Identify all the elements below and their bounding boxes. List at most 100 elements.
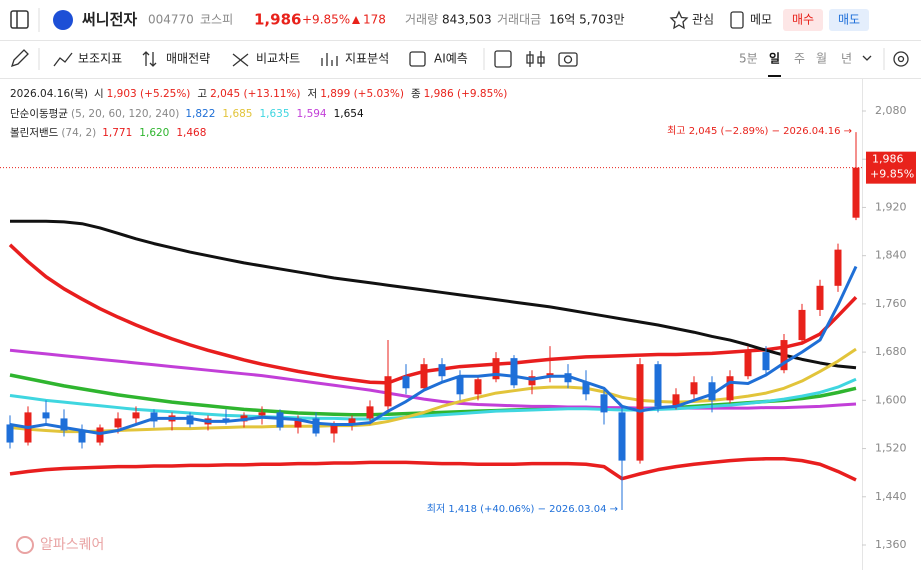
volume: 843,503: [442, 13, 492, 27]
y-tick-label: 1,920: [875, 200, 907, 213]
period-tab[interactable]: 월: [816, 52, 827, 66]
indicator-line: [9, 457, 857, 482]
toolbar-item[interactable]: AI예측: [434, 52, 468, 66]
legend-text: 1,903 (+5.25%): [107, 88, 191, 100]
price-tag: [866, 151, 916, 184]
candle-body: [510, 358, 518, 386]
candle-body: [762, 352, 770, 371]
period-tab[interactable]: 일: [769, 52, 780, 66]
memo-icon[interactable]: [730, 11, 744, 29]
candle-body: [726, 376, 734, 401]
legend-text: 2026.04.16(목): [10, 88, 88, 100]
buy-button-bg[interactable]: [783, 9, 823, 31]
market: 코스피: [200, 13, 233, 27]
amount: 16억 5,703만: [549, 13, 625, 27]
candle-body: [852, 167, 860, 218]
plot-area: [6, 132, 860, 511]
y-tick-label: 1,520: [875, 442, 907, 455]
legend-text: (74, 2): [61, 127, 96, 139]
watch-button[interactable]: 관심: [692, 13, 714, 27]
legend-text: 볼린저밴드: [10, 127, 59, 139]
change-pct: +9.85%: [302, 13, 350, 27]
candle-body: [528, 376, 536, 386]
candle-body: [708, 382, 716, 401]
candle-body: [438, 364, 446, 377]
candle-body: [258, 412, 266, 416]
candle-body: [60, 418, 68, 431]
candle-body: [150, 412, 158, 422]
price: 1,986: [254, 11, 301, 29]
y-tick-label: 2,080: [875, 104, 907, 117]
legend-text: 시: [94, 88, 104, 100]
indicator-line: [9, 377, 857, 421]
candle-body: [672, 394, 680, 407]
candle-body: [402, 376, 410, 389]
period-tab[interactable]: 주: [794, 52, 805, 66]
candle-body: [654, 364, 662, 407]
watermark-logo: [16, 536, 34, 554]
y-tick-label: 1,440: [875, 490, 907, 503]
indicator-line: [8, 243, 858, 385]
legend-text: 단순이동평균: [10, 108, 68, 120]
candle-body: [492, 358, 500, 380]
buy-button[interactable]: 매수: [792, 13, 814, 27]
watermark: 알파스퀘어: [40, 537, 104, 553]
up-arrow: [352, 16, 360, 24]
price-tag-pct: +9.85%: [870, 168, 914, 181]
legend-text: 종: [411, 88, 421, 100]
legend-text: 2,045 (+13.11%): [210, 88, 300, 100]
legend-text: 고: [197, 88, 207, 100]
high-annotation: 최고 2,045 (−2.89%) − 2026.04.16 →: [667, 125, 852, 137]
period-tab[interactable]: 5분: [739, 52, 758, 66]
legend-text: 1,986 (+9.85%): [424, 88, 508, 100]
candle-body: [690, 382, 698, 395]
candle-body: [132, 412, 140, 419]
star-icon[interactable]: [669, 10, 689, 30]
period-tab[interactable]: 년: [841, 52, 852, 66]
candle-body: [114, 418, 122, 428]
toolbar-item[interactable]: 비교차트: [256, 52, 300, 66]
memo-button[interactable]: 메모: [750, 13, 772, 27]
candle-body: [834, 249, 842, 286]
candle-body: [744, 352, 752, 377]
toolbar-icons: [53, 50, 909, 68]
y-tick-label: 1,680: [875, 345, 907, 358]
y-tick-label: 1,760: [875, 297, 907, 310]
legend-text: 1,594: [297, 108, 327, 120]
candle-body: [798, 309, 806, 341]
y-tick-label: 1,360: [875, 538, 907, 551]
y-tick-label: 1,840: [875, 249, 907, 262]
candle-body: [366, 406, 374, 419]
indicator-line: [9, 348, 857, 410]
candle-body: [582, 382, 590, 395]
candle-body: [6, 424, 14, 443]
candle-body: [546, 373, 554, 377]
legend-text: 1,822: [185, 108, 215, 120]
candle-body: [42, 412, 50, 419]
draw-icon[interactable]: [10, 49, 29, 68]
candle-body: [294, 418, 302, 428]
sell-button[interactable]: 매도: [838, 13, 860, 27]
candle-body: [618, 412, 626, 461]
candle-body: [420, 364, 428, 389]
amount-label: 거래대금: [497, 13, 541, 27]
candle-body: [816, 285, 824, 310]
toolbar-item[interactable]: 매매전략: [166, 52, 210, 66]
sell-button-bg[interactable]: [829, 9, 869, 31]
candle-body: [312, 418, 320, 434]
candle-body: [474, 379, 482, 395]
candle-body: [96, 427, 104, 443]
stock-name: 써니전자: [82, 11, 137, 29]
toolbar-item[interactable]: 보조지표: [78, 52, 122, 66]
toolbar-item[interactable]: 지표분석: [345, 52, 389, 66]
menu-icon[interactable]: [10, 10, 29, 29]
legend-text: 1,654: [334, 108, 364, 120]
indicator-line: [9, 265, 858, 435]
legend-text: 1,771: [102, 127, 132, 139]
y-tick-label: 1,600: [875, 393, 907, 406]
candle-body: [330, 424, 338, 434]
candle-body: [456, 376, 464, 395]
low-annotation: 최저 1,418 (+40.06%) − 2026.03.04 →: [427, 503, 618, 515]
